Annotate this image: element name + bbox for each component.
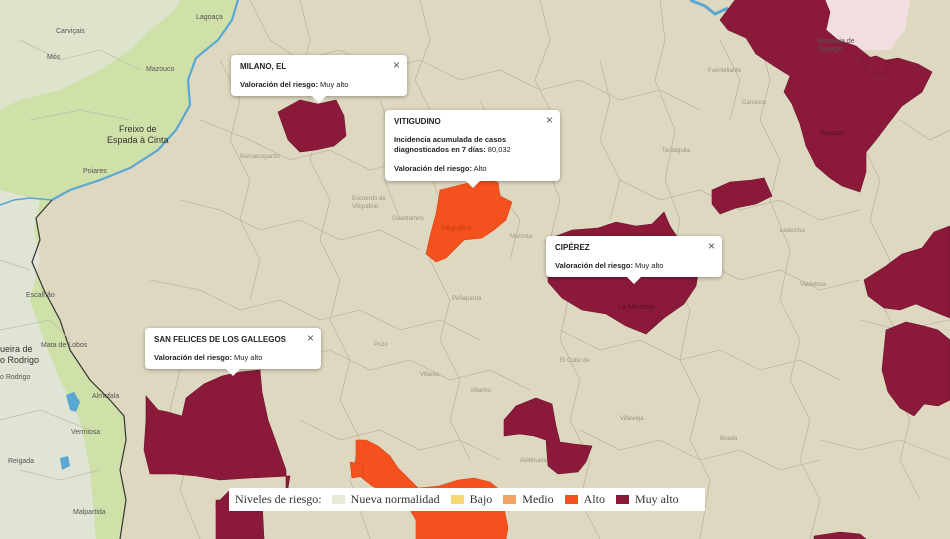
place-malpartida: Malpartida	[73, 509, 106, 516]
svg-text:Pozo: Pozo	[374, 342, 388, 348]
area-top-right	[859, 55, 891, 75]
close-icon[interactable]: ×	[707, 239, 715, 253]
area-east-mid	[881, 321, 950, 417]
svg-text:Peñaparda: Peñaparda	[452, 296, 482, 302]
svg-text:Guadramiro: Guadramiro	[392, 216, 424, 222]
svg-text:Valdelosa: Valdelosa	[800, 282, 827, 288]
close-icon[interactable]: ×	[306, 331, 314, 345]
popup-risk: Valoración del riesgo: Muy alto	[240, 80, 349, 89]
svg-text:Fuenteliante: Fuenteliante	[708, 68, 742, 74]
border-river	[51, 0, 240, 201]
place-lagoaca: Lagoaça	[196, 14, 223, 21]
place-sayago: Sayago	[820, 130, 844, 137]
legend-item-nueva-normalidad: Nueva normalidad	[331, 492, 440, 507]
place-ciudad-rodrigo-edge-2: o Rodrigo	[0, 374, 31, 381]
area-small-east	[711, 177, 773, 215]
place-poiares: Poiares	[83, 168, 107, 175]
legend: Niveles de riesgo: Nueva normalidad Bajo…	[229, 488, 705, 511]
place-vermiosa: Vermiosa	[71, 429, 101, 436]
place-mata-de-lobos: Mata de Lobos	[41, 342, 88, 349]
legend-swatch	[450, 495, 464, 504]
popup-san-felices: × SAN FELICES DE LOS GALLEGOS Valoración…	[145, 328, 321, 376]
place-vitigudino: Vitigudino	[441, 225, 472, 232]
river-north	[689, 0, 729, 16]
place-mos: Mós	[47, 54, 61, 61]
popup-title: MILANO, EL	[240, 62, 287, 71]
svg-text:Escuerdo de: Escuerdo de	[352, 196, 386, 202]
area-south-alto-2	[349, 461, 365, 479]
svg-text:Villarino: Villarino	[470, 388, 492, 394]
place-reigada: Reigada	[8, 458, 35, 465]
legend-swatch	[331, 495, 345, 504]
place-ciudad-rodrigo-edge: ueira de o Rodrigo	[0, 344, 40, 365]
svg-text:Barruecopardo: Barruecopardo	[240, 154, 280, 160]
place-mazouco: Mazouco	[146, 66, 175, 73]
place-carvicais: Carviçais	[56, 28, 85, 35]
lake	[66, 392, 80, 412]
popup-title: SAN FELICES DE LOS GALLEGOS	[154, 335, 287, 344]
area-south-mid	[503, 397, 593, 475]
popup-title: VITIGUDINO	[394, 117, 441, 126]
popup-risk: Valoración del riesgo: Muy alto	[154, 353, 263, 362]
legend-item-medio: Medio	[503, 492, 554, 507]
close-icon[interactable]: ×	[545, 113, 553, 127]
svg-text:Tardaguila: Tardaguila	[662, 148, 690, 154]
legend-item-alto: Alto	[564, 492, 605, 507]
legend-swatch	[564, 495, 578, 504]
popup-risk: Valoración del riesgo: Muy alto	[555, 261, 664, 270]
place-freixo: Freixo de Espada à Cinta	[107, 124, 169, 145]
svg-text:Boada: Boada	[720, 436, 738, 442]
svg-text:El Cubo de: El Cubo de	[560, 358, 590, 364]
popup-ciperez: × CIPÉREZ Valoración del riesgo: Muy alt…	[546, 236, 722, 284]
popup-vitigudino: × VITIGUDINO Incidencia acumulada de cas…	[385, 110, 560, 188]
svg-text:Ledesma: Ledesma	[780, 228, 805, 234]
legend-item-muy-alto: Muy alto	[615, 492, 679, 507]
popup-incidence: Incidencia acumulada de casos diagnostic…	[394, 135, 511, 154]
svg-text:Carrasco: Carrasco	[742, 100, 767, 106]
portugal-inner-lines	[0, 39, 141, 481]
place-escalhao: Escalhão	[26, 292, 55, 299]
faint-labels: Barruecopardo Escuerdo de Vitigudino Gua…	[240, 68, 827, 464]
popup-milano: × MILANO, EL Valoración del riesgo: Muy …	[231, 55, 407, 103]
portugal-dark-strip	[0, 0, 180, 110]
legend-title: Niveles de riesgo:	[235, 492, 322, 506]
country-border	[31, 199, 127, 539]
svg-text:Vitigudino: Vitigudino	[352, 204, 379, 210]
svg-text:Villares: Villares	[420, 372, 440, 378]
popup-title: CIPÉREZ	[555, 243, 590, 252]
place-la-moraleja: La Moraleja	[618, 304, 655, 311]
area-east-edge	[863, 225, 950, 319]
svg-text:Villavieja: Villavieja	[620, 416, 644, 422]
portugal-south-gray	[0, 190, 96, 539]
place-almofala: Almofala	[92, 393, 120, 400]
legend-swatch	[615, 495, 629, 504]
legend-item-bajo: Bajo	[450, 492, 492, 507]
river-branch	[0, 197, 53, 206]
close-icon[interactable]: ×	[392, 58, 400, 72]
popup-risk: Valoración del riesgo: Alto	[394, 164, 487, 173]
area-vitigudino	[425, 179, 513, 263]
svg-text:Aldehuela: Aldehuela	[520, 458, 547, 464]
area-sayago	[719, 0, 933, 193]
lake-2	[60, 456, 70, 470]
place-moraleja-de-sayago: Moraleja de Sayago	[818, 38, 855, 53]
svg-text:Moronta: Moronta	[510, 234, 533, 240]
legend-swatch	[503, 495, 517, 504]
